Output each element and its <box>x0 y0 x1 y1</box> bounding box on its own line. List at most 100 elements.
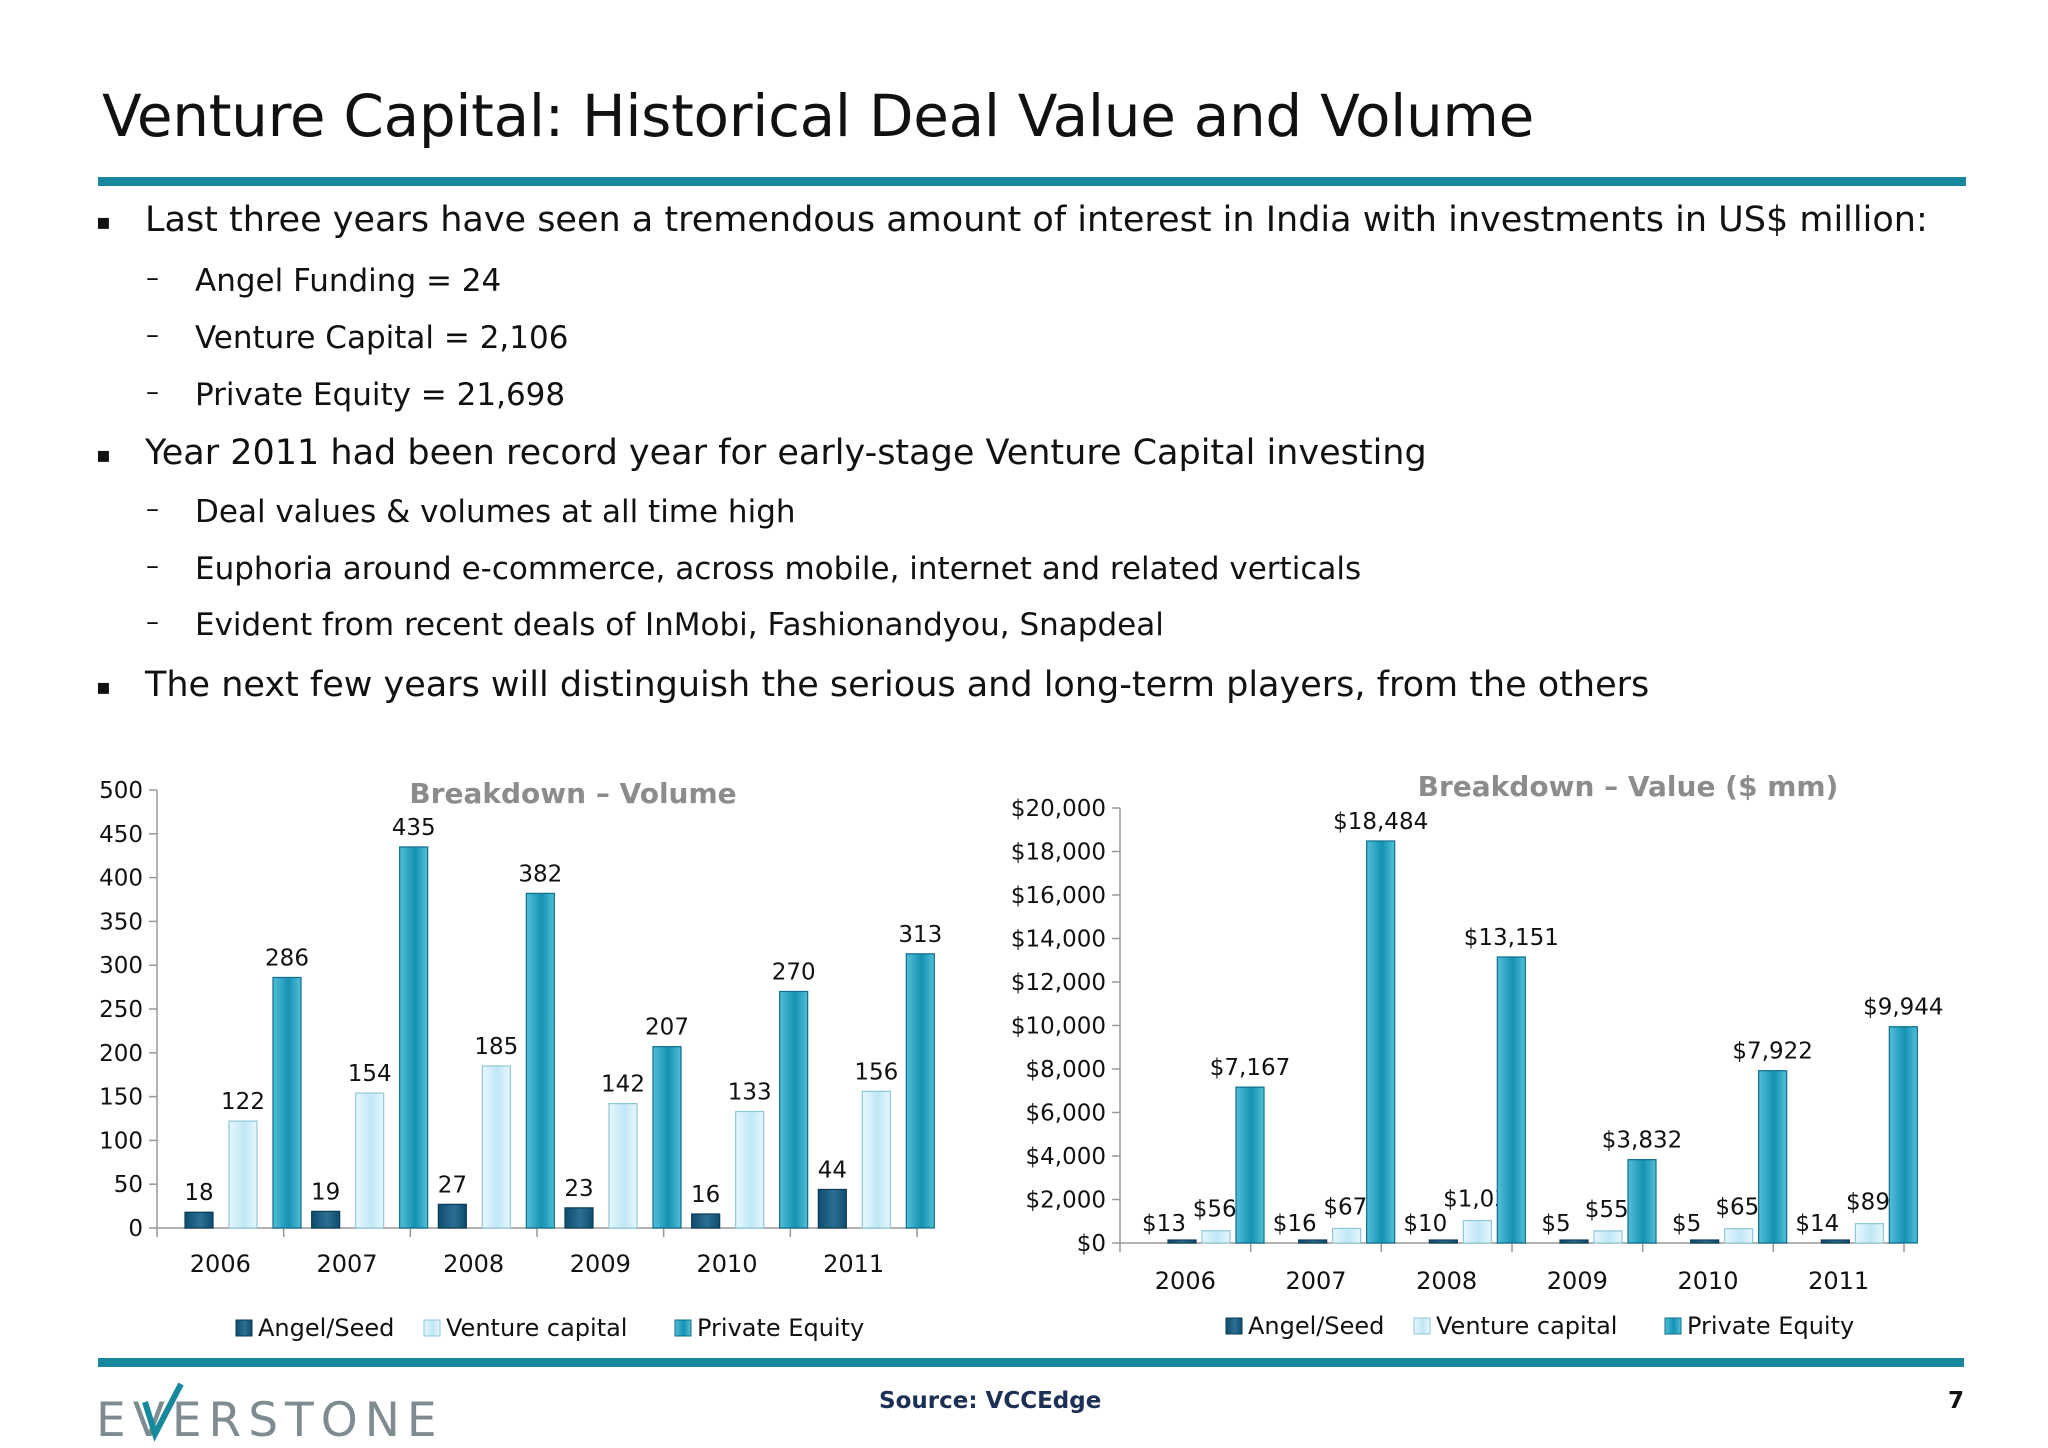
bar-private-equity <box>525 892 555 1229</box>
y-tick-label: $10,000 <box>1011 1014 1106 1040</box>
bar-venture-capital <box>861 1090 891 1229</box>
y-tick-label: 450 <box>99 822 143 848</box>
y-tick-label: 200 <box>99 1041 143 1067</box>
legend-label: Angel/Seed <box>258 1314 394 1342</box>
data-label: $9,944 <box>1863 995 1943 1021</box>
bar-private-equity <box>1366 840 1396 1244</box>
bullet-item: ▪ Last three years have seen a tremendous… <box>96 200 1928 240</box>
chart-title: Breakdown – Volume <box>409 777 736 810</box>
y-tick-label: 50 <box>114 1172 143 1198</box>
bar-angel-seed <box>817 1188 847 1229</box>
bar-angel-seed <box>1298 1239 1328 1244</box>
bullet-marker: ▪ <box>96 210 111 235</box>
bar-private-equity <box>1758 1070 1788 1244</box>
bullet-text: Year 2011 had been record year for early… <box>145 433 1427 473</box>
data-label: 19 <box>311 1179 340 1205</box>
bar-angel-seed <box>184 1211 214 1229</box>
data-label: $7,922 <box>1732 1039 1812 1065</box>
data-label: 207 <box>645 1015 689 1041</box>
bar-private-equity <box>652 1046 682 1229</box>
bullet-marker: ▪ <box>96 443 111 468</box>
x-tick-label: 2008 <box>443 1250 504 1278</box>
y-tick-label: $14,000 <box>1011 927 1106 953</box>
source-note: Source: VCCEdge <box>879 1388 1102 1414</box>
x-tick-label: 2009 <box>570 1250 631 1278</box>
bar-venture-capital <box>1332 1227 1362 1244</box>
bar-private-equity <box>905 953 935 1229</box>
bar-angel-seed <box>691 1213 721 1229</box>
x-tick-label: 2011 <box>1808 1267 1869 1295</box>
bar-angel-seed <box>1167 1239 1197 1244</box>
y-tick-label: $6,000 <box>1026 1101 1106 1127</box>
sub-bullet-text: Angel Funding = 24 <box>195 263 502 299</box>
x-tick-label: 2007 <box>316 1250 377 1278</box>
bar-angel-seed <box>1559 1239 1589 1244</box>
data-label: 185 <box>474 1034 518 1060</box>
data-label: $18,484 <box>1333 809 1428 835</box>
volume-chart: 0 50 100 150 200 250 300 350 400 450 500 2006 18 122 2… <box>99 777 942 1342</box>
data-label: $5 <box>1541 1211 1570 1237</box>
data-label: $10 <box>1403 1211 1447 1237</box>
bar-angel-seed <box>437 1203 467 1229</box>
dash-marker: – <box>146 607 159 637</box>
bullet-item: ▪ The next few years will distinguish the… <box>96 665 1650 705</box>
logo-check-icon <box>142 1382 184 1442</box>
bar-private-equity <box>1496 956 1526 1244</box>
x-tick-label: 2009 <box>1547 1267 1608 1295</box>
y-tick-label: $18,000 <box>1011 840 1106 866</box>
y-tick-label: $16,000 <box>1011 883 1106 909</box>
bar-venture-capital <box>1462 1219 1492 1244</box>
data-label: $3,832 <box>1602 1128 1682 1154</box>
bullet-text: The next few years will distinguish the … <box>145 665 1650 705</box>
data-label: 270 <box>772 959 816 985</box>
sub-bullet-item: – Angel Funding = 24 <box>146 263 502 299</box>
data-label: 154 <box>348 1061 392 1087</box>
y-tick-label: 150 <box>99 1085 143 1111</box>
x-tick-label: 2006 <box>190 1250 251 1278</box>
legend-label: Private Equity <box>697 1314 864 1342</box>
data-label: 133 <box>728 1079 772 1105</box>
dash-marker: – <box>146 551 159 581</box>
y-tick-label: $20,000 <box>1011 796 1106 822</box>
bullet-item: ▪ Year 2011 had been record year for earl… <box>96 433 1427 473</box>
legend-swatch <box>1664 1317 1682 1335</box>
legend-label: Venture capital <box>446 1314 627 1342</box>
bar-venture-capital <box>355 1092 385 1229</box>
title-divider <box>98 177 1966 186</box>
bar-venture-capital <box>1593 1230 1623 1244</box>
dash-marker: – <box>146 377 159 407</box>
y-tick-label: 350 <box>99 909 143 935</box>
data-label: $13 <box>1142 1211 1186 1237</box>
y-tick-label: 400 <box>99 866 143 892</box>
legend-swatch <box>674 1319 692 1337</box>
y-tick-label: $8,000 <box>1026 1057 1106 1083</box>
bar-private-equity <box>1627 1159 1657 1244</box>
dash-marker: – <box>146 320 159 350</box>
bar-angel-seed <box>1690 1239 1720 1244</box>
y-tick-label: 250 <box>99 997 143 1023</box>
bar-venture-capital <box>1724 1228 1754 1244</box>
legend-label: Angel/Seed <box>1248 1312 1384 1340</box>
data-label: 44 <box>818 1157 847 1183</box>
y-tick-label: $4,000 <box>1026 1144 1106 1170</box>
x-tick-label: 2008 <box>1416 1267 1477 1295</box>
bullet-list: ▪ Last three years have seen a tremendous… <box>0 0 2048 720</box>
chart-title: Breakdown – Value ($ mm) <box>1418 770 1839 803</box>
bar-angel-seed <box>1428 1239 1458 1244</box>
x-tick-label: 2011 <box>823 1250 884 1278</box>
sub-bullet-item: – Evident from recent deals of InMobi, Fa… <box>146 607 1164 643</box>
bar-private-equity <box>272 976 302 1229</box>
bar-private-equity <box>1888 1026 1918 1244</box>
y-tick-label: $2,000 <box>1026 1188 1106 1214</box>
y-tick-label: 100 <box>99 1128 143 1154</box>
data-label: $14 <box>1795 1211 1839 1237</box>
bar-private-equity <box>399 846 429 1229</box>
dash-marker: – <box>146 494 159 524</box>
data-label: $7,167 <box>1210 1055 1290 1081</box>
data-label: 122 <box>221 1089 265 1115</box>
data-label: 16 <box>691 1182 720 1208</box>
dash-marker: – <box>146 263 159 293</box>
data-label: 286 <box>265 945 309 971</box>
sub-bullet-text: Deal values & volumes at all time high <box>195 494 796 530</box>
sub-bullet-text: Venture Capital = 2,106 <box>195 320 569 356</box>
